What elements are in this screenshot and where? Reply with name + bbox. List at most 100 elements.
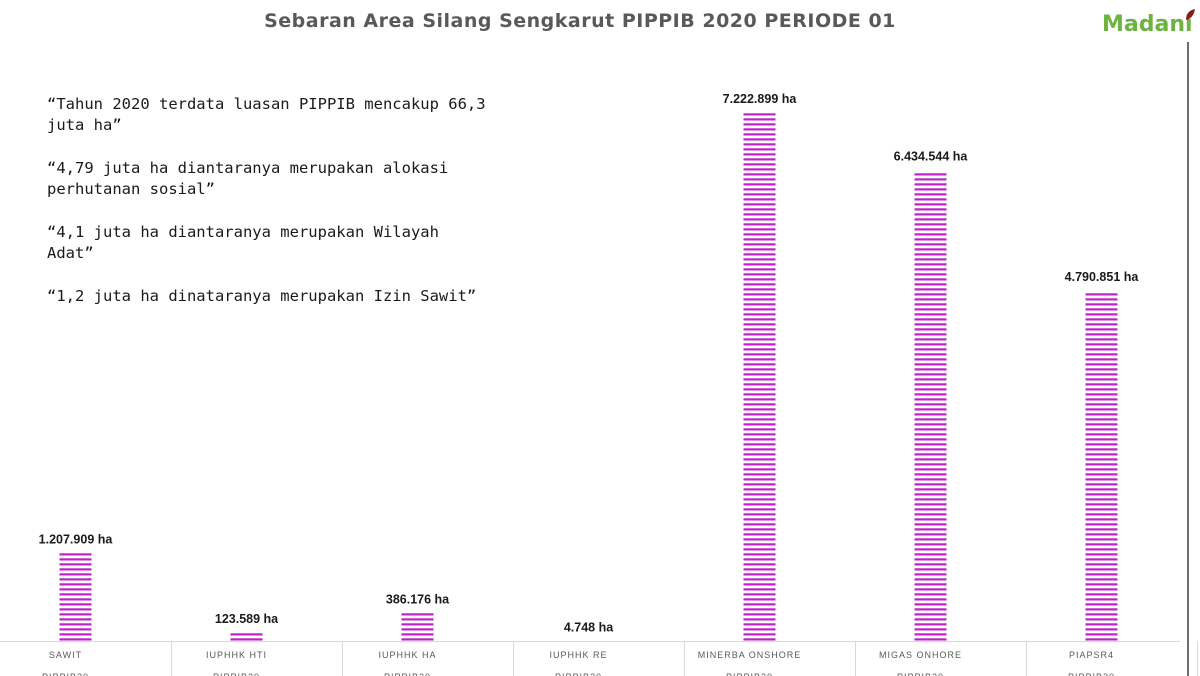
bar-stripe — [914, 558, 947, 561]
bar-background — [230, 631, 263, 641]
bar-stripe — [743, 378, 776, 381]
data-label: 1.207.909 ha — [39, 533, 114, 547]
bar-stripe — [914, 228, 947, 231]
bar-stripe — [1085, 403, 1118, 406]
bar-stripe — [743, 588, 776, 591]
bar-stripe — [230, 638, 263, 641]
bar-stripe — [743, 128, 776, 131]
bar-stripe — [914, 423, 947, 426]
bar-stripe — [914, 468, 947, 471]
bar-stripe — [743, 133, 776, 136]
bar-stripe — [914, 368, 947, 371]
bar-stripe — [1085, 628, 1118, 631]
bar-stripe — [914, 353, 947, 356]
bar-stripe — [743, 568, 776, 571]
bar — [1085, 290, 1118, 641]
bar-stripe — [1085, 453, 1118, 456]
bar-stripe — [59, 598, 92, 601]
bar-stripe — [914, 393, 947, 396]
bar-stripe — [914, 213, 947, 216]
bar-stripe — [914, 593, 947, 596]
bar-stripe — [743, 158, 776, 161]
bar-stripe — [743, 388, 776, 391]
bar-stripe — [743, 558, 776, 561]
bar-stripe — [743, 533, 776, 536]
bar-stripe — [914, 203, 947, 206]
bar-stripe — [743, 578, 776, 581]
bar-stripe — [1085, 298, 1118, 301]
bar-stripe — [1085, 293, 1118, 296]
bar-stripe — [914, 453, 947, 456]
bar-stripe — [1085, 598, 1118, 601]
bar-stripe — [1085, 468, 1118, 471]
bar-stripe — [914, 263, 947, 266]
bar-stripe — [1085, 408, 1118, 411]
bar-stripe — [914, 508, 947, 511]
bar-stripe — [914, 303, 947, 306]
x-tick-label: PIAPSR4 — [1069, 650, 1114, 660]
bar-stripe — [1085, 418, 1118, 421]
bar-stripe — [914, 323, 947, 326]
bar-stripe — [1085, 618, 1118, 621]
bar-stripe — [914, 333, 947, 336]
bar-stripe — [743, 538, 776, 541]
bar-stripe — [743, 483, 776, 486]
bar-stripe — [743, 328, 776, 331]
bar-stripe — [914, 408, 947, 411]
bar-stripe — [230, 633, 263, 636]
bar-stripe — [743, 233, 776, 236]
bar-stripe — [1085, 333, 1118, 336]
bar-stripe — [743, 623, 776, 626]
bar-stripe — [743, 193, 776, 196]
bar-stripe — [401, 638, 434, 641]
bar-stripe — [743, 488, 776, 491]
bar-stripe — [59, 603, 92, 606]
bar-stripe — [743, 638, 776, 641]
bar-stripe — [743, 278, 776, 281]
bar-stripe — [743, 433, 776, 436]
bar-stripe — [914, 348, 947, 351]
bar-stripe — [743, 168, 776, 171]
bar-stripe — [743, 608, 776, 611]
bar-stripe — [914, 518, 947, 521]
bar-stripe — [743, 463, 776, 466]
bar-stripe — [743, 368, 776, 371]
bar-stripe — [1085, 638, 1118, 641]
bar-stripe — [743, 598, 776, 601]
bar-stripe — [914, 283, 947, 286]
bar-stripe — [1085, 368, 1118, 371]
bar-stripe — [1085, 608, 1118, 611]
x-tick-label: IUPHHK HTI — [206, 650, 267, 660]
bar-stripe — [1085, 353, 1118, 356]
x-tick-label: MIGAS ONHORE — [879, 650, 962, 660]
bar-stripe — [1085, 363, 1118, 366]
bar-stripe — [914, 253, 947, 256]
bar-stripe — [1085, 413, 1118, 416]
bar-stripe — [914, 343, 947, 346]
notes-panel: “Tahun 2020 terdata luasan PIPPIB mencak… — [47, 94, 487, 329]
bar-stripe — [1085, 563, 1118, 566]
bar-stripe — [59, 613, 92, 616]
bar-stripe — [743, 478, 776, 481]
bar-stripe — [743, 613, 776, 616]
bar-stripe — [743, 543, 776, 546]
bar-stripe — [743, 528, 776, 531]
bar-stripe — [1085, 438, 1118, 441]
bar-stripe — [914, 178, 947, 181]
leaf-icon — [1186, 9, 1195, 20]
x-tick-label: IUPHHK HA — [378, 650, 436, 660]
bar-stripe — [743, 308, 776, 311]
bar-stripe — [743, 593, 776, 596]
bar-stripe — [743, 618, 776, 621]
bar-stripe — [743, 358, 776, 361]
bar-stripe — [914, 248, 947, 251]
bar-stripe — [743, 273, 776, 276]
bar-stripe — [1085, 478, 1118, 481]
bar-stripe — [401, 628, 434, 631]
bar-stripe — [743, 123, 776, 126]
